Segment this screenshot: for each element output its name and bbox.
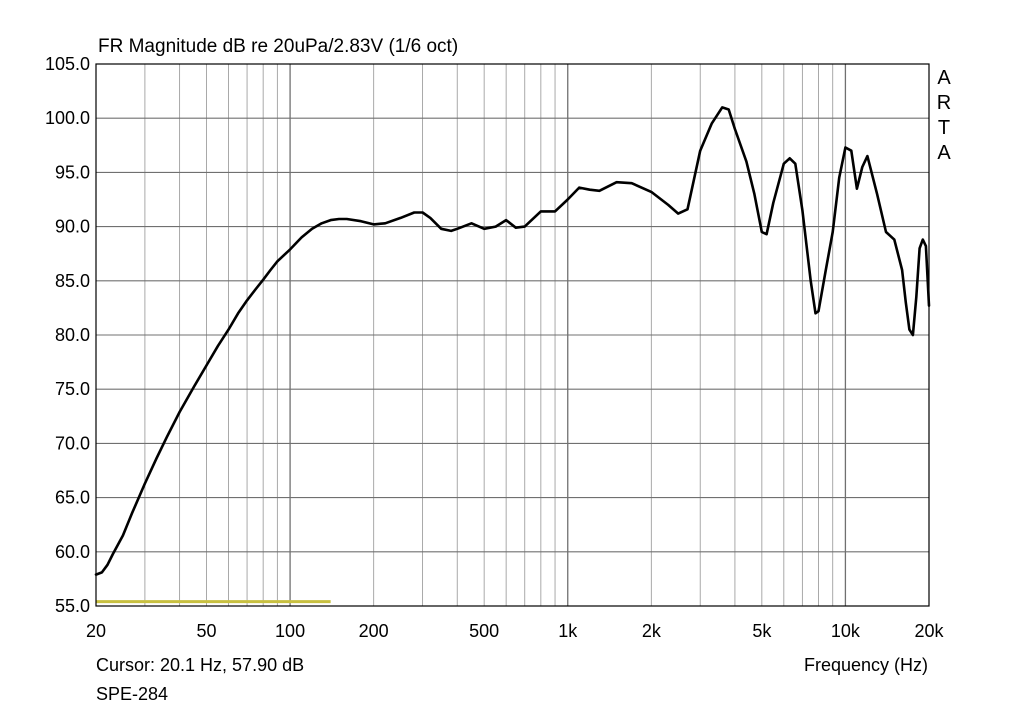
plot-frame — [95, 63, 930, 607]
y-tick-label: 85.0 — [55, 271, 90, 291]
x-tick-label: 1k — [558, 621, 578, 641]
x-tick-label: 50 — [196, 621, 216, 641]
x-tick-label: 20 — [86, 621, 106, 641]
brand-letter: A — [937, 142, 951, 164]
y-tick-label: 100.0 — [45, 108, 90, 128]
x-tick-label: 200 — [359, 621, 389, 641]
y-tick-label: 80.0 — [55, 325, 90, 345]
y-tick-label: 70.0 — [55, 433, 90, 453]
brand-letter: T — [938, 117, 950, 139]
model-label: SPE-284 — [96, 684, 168, 704]
y-tick-label: 65.0 — [55, 488, 90, 508]
y-axis-tick-labels: 105.0 100.0 95.0 90.0 85.0 80.0 75.0 70.0 65.0 60… — [45, 54, 90, 616]
major-gridlines — [96, 64, 929, 606]
y-tick-label: 90.0 — [55, 217, 90, 237]
y-tick-label: 95.0 — [55, 162, 90, 182]
x-tick-label: 2k — [642, 621, 662, 641]
cursor-readout: Cursor: 20.1 Hz, 57.90 dB — [96, 655, 304, 675]
x-tick-label: 5k — [752, 621, 772, 641]
y-tick-label: 105.0 — [45, 54, 90, 74]
brand-letter: A — [937, 67, 951, 89]
x-tick-label: 10k — [831, 621, 861, 641]
brand-letter: R — [937, 92, 951, 114]
x-tick-label: 100 — [275, 621, 305, 641]
x-axis-tick-labels: 20 50 100 200 500 1k 2k 5k 10k 20k — [86, 621, 945, 641]
y-tick-label: 75.0 — [55, 379, 90, 399]
x-tick-label: 20k — [914, 621, 944, 641]
x-tick-label: 500 — [469, 621, 499, 641]
chart-title: FR Magnitude dB re 20uPa/2.83V (1/6 oct) — [98, 36, 458, 57]
fr-magnitude-curve — [94, 106, 931, 576]
y-tick-label: 55.0 — [55, 596, 90, 616]
y-tick-label: 60.0 — [55, 542, 90, 562]
x-axis-label: Frequency (Hz) — [804, 655, 928, 675]
